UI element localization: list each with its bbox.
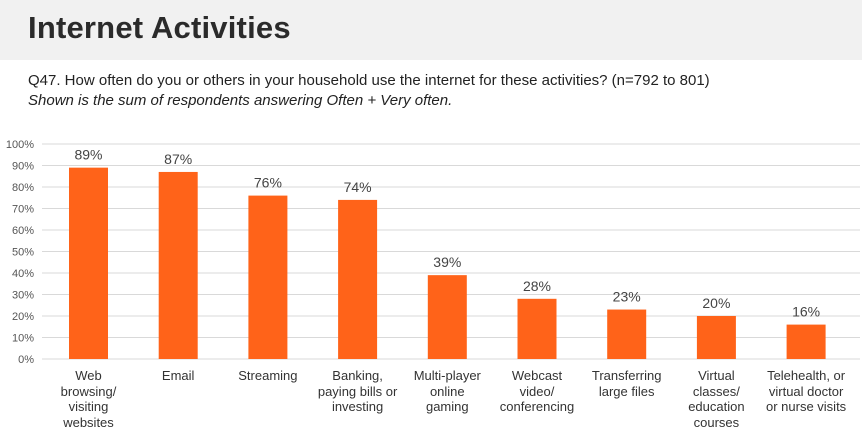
y-tick-label: 70%: [12, 204, 34, 216]
data-label: 23%: [613, 289, 641, 305]
x-category-label: Webcast video/conferencing: [499, 368, 575, 414]
data-label: 87%: [164, 151, 192, 167]
chart-note: Shown is the sum of respondents answerin…: [28, 92, 453, 109]
y-axis-ticks: 0% 10% 20% 30% 40% 50% 60% 70% 80% 90% 100%: [6, 139, 34, 366]
survey-question: Q47. How often do you or others in your …: [28, 72, 710, 89]
bar: [338, 199, 378, 359]
bar: [158, 171, 198, 359]
x-category-label: Multi-player online gaming: [413, 368, 481, 414]
y-tick-label: 10%: [12, 333, 34, 345]
x-category-label: Email: [161, 368, 195, 383]
data-labels: 89% 87% 76% 74% 39% 28% 23% 20% 16%: [74, 147, 820, 320]
data-label: 74%: [344, 179, 372, 195]
bar: [517, 298, 557, 359]
y-tick-label: 30%: [12, 290, 34, 302]
data-label: 89%: [74, 147, 102, 163]
bar: [69, 167, 108, 359]
y-tick-label: 100%: [6, 139, 34, 151]
x-category-label: Virtual classes/education courses: [688, 368, 745, 430]
bar: [607, 309, 647, 359]
x-category-label: Transferring large files: [591, 368, 662, 399]
y-tick-label: 40%: [12, 268, 34, 280]
y-tick-label: 20%: [12, 311, 34, 323]
x-category-label: Banking, paying bills or investing: [317, 368, 398, 414]
bar: [696, 316, 736, 359]
bar: [786, 324, 826, 359]
title-band: [0, 0, 862, 60]
data-label: 39%: [433, 254, 461, 270]
bar: [248, 195, 288, 359]
bars: [69, 167, 826, 359]
x-category-label: Web browsing/visiting websites: [60, 368, 117, 430]
y-tick-label: 60%: [12, 225, 34, 237]
x-category-label: Telehealth, or virtual doctor or nurse vis…: [765, 368, 847, 414]
x-category-label: Streaming: [238, 368, 298, 383]
data-label: 20%: [702, 295, 730, 311]
y-tick-label: 80%: [12, 182, 34, 194]
y-tick-label: 50%: [12, 247, 34, 259]
y-tick-label: 90%: [12, 161, 34, 173]
data-label: 16%: [792, 304, 820, 320]
data-label: 76%: [254, 175, 282, 191]
y-tick-label: 0%: [18, 354, 34, 366]
bar: [427, 275, 467, 359]
page-title: Internet Activities: [28, 10, 291, 45]
data-label: 28%: [523, 278, 551, 294]
